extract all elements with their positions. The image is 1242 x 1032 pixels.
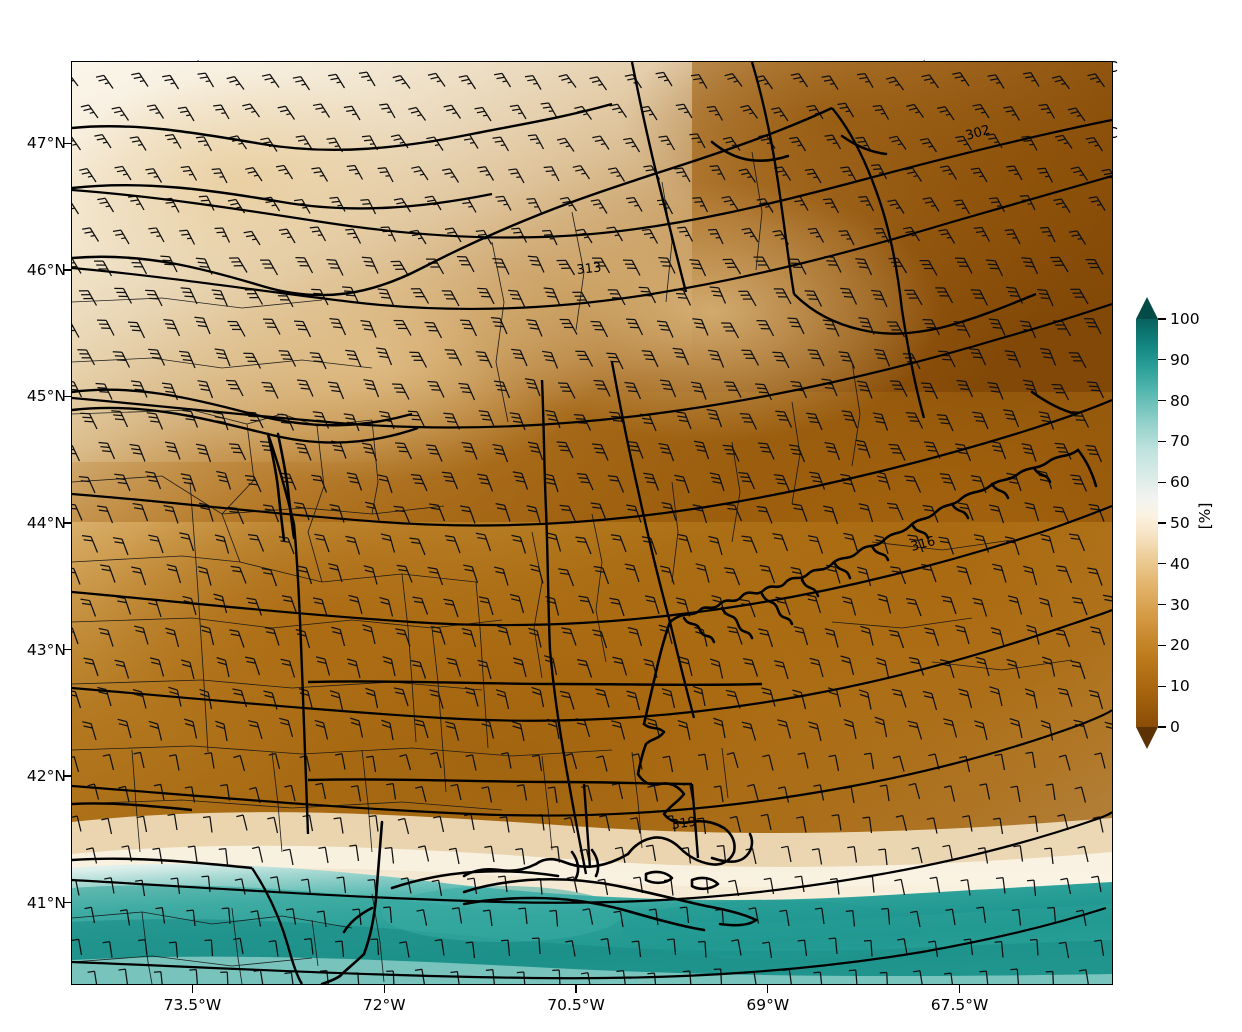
colorbar-tick-mark [1158,563,1166,565]
colorbar-tick-mark [1158,440,1166,443]
contour-label-302: 302 [964,123,992,144]
lon-tick-label: 70.5°W [547,996,605,1014]
colorbar-tick-mark [1158,399,1166,402]
lat-tick-label: 47°N [26,134,66,153]
contour-labels: 302 313 316 319 [576,123,992,833]
colorbar-tick-label: 50 [1170,514,1190,532]
colorbar-tick-mark [1158,359,1166,361]
colorbar-tick-label: 40 [1170,554,1190,573]
lat-tick-mark [63,648,71,651]
contour-label-319: 319 [670,815,697,833]
lat-tick-mark [63,142,71,144]
colorbar-tick-label: 100 [1170,310,1200,328]
colorbar-tick-label: 70 [1170,432,1190,451]
colorbar-tick-mark [1158,644,1166,647]
lat-tick-label: 45°N [26,387,66,406]
lat-tick-label: 46°N [26,260,66,279]
lon-tick-mark [191,985,194,993]
contour-label-313: 313 [576,260,602,278]
colorbar-tick-label: 60 [1170,473,1190,492]
lon-tick-label: 72°W [362,996,406,1014]
county-boundaries [72,151,1073,984]
lat-tick-mark [63,269,71,271]
colorbar-unit-label: [%] [1196,502,1214,530]
colorbar-tick-mark [1158,318,1166,320]
lat-tick-label: 41°N [26,893,66,912]
colorbar-gradient [1136,297,1158,749]
map-canvas: 302 313 316 319 [72,62,1112,984]
lon-tick-mark [575,985,577,993]
lon-tick-mark [958,985,961,993]
colorbar-tick-label: 30 [1170,595,1190,614]
colorbar-tick-mark [1158,685,1166,687]
lat-tick-mark [63,395,71,398]
lon-tick-label: 73.5°W [163,996,222,1014]
colorbar-tick-label: 20 [1170,636,1190,655]
colorbar-tick-label: 90 [1170,350,1190,369]
lat-tick-label: 44°N [26,514,66,532]
colorbar[interactable] [1136,297,1158,749]
contour-label-316: 316 [909,534,937,555]
colorbar-tick-label: 10 [1170,677,1190,696]
lon-tick-label: 67.5°W [930,996,989,1014]
lon-tick-label: 69°W [746,996,790,1014]
colorbar-tick-mark [1158,726,1166,728]
lat-tick-mark [63,775,71,777]
colorbar-tick-mark [1158,603,1166,606]
height-contours [72,118,1112,980]
lon-tick-mark [767,985,769,993]
lon-tick-mark [383,985,385,993]
lat-tick-mark [63,522,71,524]
colorbar-tick-label: 80 [1170,391,1190,410]
colorbar-tick-label: 0 [1170,718,1180,736]
colorbar-tick-mark [1158,481,1166,483]
lat-tick-mark [63,902,71,904]
coastline [266,134,1098,984]
map-plot-area[interactable]: 302 313 316 319 [71,61,1113,985]
lat-tick-label: 42°N [26,767,66,786]
colorbar-tick-mark [1158,522,1166,524]
lat-tick-label: 43°N [26,640,66,659]
